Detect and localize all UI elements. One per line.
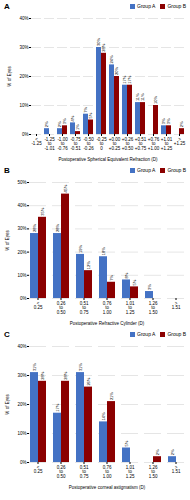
- svg-text:17%: 17%: [122, 75, 128, 84]
- svg-text:40%: 40%: [17, 203, 26, 208]
- svg-text:24%: 24%: [109, 55, 114, 63]
- svg-text:+0.00to+0.25: +0.00to+0.25: [109, 137, 121, 151]
- svg-text:+0.76to+1.00: +0.76to+1.00: [148, 137, 160, 151]
- svg-text:28%: 28%: [32, 224, 37, 232]
- svg-text:0.26to0.50: 0.26to0.50: [57, 301, 66, 315]
- svg-text:Postoperative Spherical Equiva: Postoperative Spherical Equivalent Refra…: [58, 157, 158, 162]
- html-text:Group B: Group B: [167, 3, 186, 9]
- svg-text:30%: 30%: [19, 45, 28, 50]
- svg-text:>1.51: >1.51: [172, 301, 181, 311]
- svg-text:5%: 5%: [132, 279, 137, 285]
- svg-text:45%: 45%: [63, 184, 68, 192]
- svg-text:30%: 30%: [17, 373, 26, 378]
- svg-text:17%: 17%: [127, 75, 132, 83]
- svg-text:20%: 20%: [17, 250, 26, 255]
- html-text:Group B: Group B: [167, 331, 186, 337]
- svg-text:28%: 28%: [101, 43, 106, 51]
- svg-text:<0.25: <0.25: [34, 301, 43, 311]
- svg-text:11%: 11%: [135, 93, 141, 102]
- svg-text:1%: 1%: [75, 124, 80, 130]
- svg-text:10%: 10%: [17, 273, 26, 278]
- svg-text:30%: 30%: [17, 226, 26, 231]
- svg-text:21%: 21%: [109, 392, 114, 400]
- svg-text:28%: 28%: [40, 371, 45, 379]
- svg-text:30%: 30%: [96, 38, 102, 46]
- svg-text:5%: 5%: [88, 112, 93, 118]
- svg-text:-0.25to0: -0.25to0: [96, 137, 107, 151]
- svg-text:10%: 10%: [153, 96, 158, 104]
- svg-text:>1.51: >1.51: [172, 465, 181, 475]
- svg-text:0%: 0%: [20, 296, 27, 301]
- svg-text:-1.00to-0.76: -1.00to-0.76: [57, 137, 68, 151]
- svg-text:+1.01to+1.25: +1.01to+1.25: [161, 137, 173, 151]
- svg-text:5%: 5%: [124, 440, 129, 446]
- svg-text:2%: 2%: [179, 121, 184, 127]
- svg-text:7%: 7%: [83, 106, 88, 112]
- html-text:Group B: Group B: [167, 167, 186, 173]
- svg-text:19%: 19%: [78, 244, 83, 252]
- svg-text:-0.75to-0.51: -0.75to-0.51: [70, 137, 81, 151]
- svg-text:12%: 12%: [86, 261, 91, 269]
- svg-text:0.76to1.00: 0.76to1.00: [103, 301, 112, 315]
- svg-text:2%: 2%: [170, 449, 175, 455]
- svg-text:3%: 3%: [62, 118, 67, 124]
- svg-text:20%: 20%: [19, 74, 28, 79]
- svg-text:3%: 3%: [166, 118, 171, 124]
- svg-text:1.26to1.50: 1.26to1.50: [149, 301, 158, 315]
- svg-text:-0.50to-0.26: -0.50to-0.26: [83, 137, 94, 151]
- svg-text:40%: 40%: [17, 344, 26, 349]
- svg-text:+0.26to+0.50: +0.26to+0.50: [122, 137, 134, 151]
- svg-text:0%: 0%: [22, 132, 29, 137]
- svg-text:40%: 40%: [19, 16, 28, 21]
- svg-text:11%: 11%: [140, 93, 145, 101]
- svg-text:10%: 10%: [19, 103, 28, 108]
- html-text:C: C: [4, 329, 10, 339]
- html-text:Group A: Group A: [137, 167, 156, 173]
- svg-text:14%: 14%: [101, 412, 106, 420]
- svg-text:2%: 2%: [44, 121, 49, 127]
- svg-text:28%: 28%: [63, 371, 68, 379]
- svg-text:10%: 10%: [17, 431, 26, 436]
- svg-text:26%: 26%: [86, 377, 91, 385]
- svg-text:3%: 3%: [161, 118, 167, 125]
- svg-text:20%: 20%: [17, 402, 26, 407]
- svg-text:2%: 2%: [57, 121, 63, 128]
- svg-text:Postoperative corneal astigmat: Postoperative corneal astigmatism (D): [69, 485, 146, 490]
- svg-text:-1.25to-1.01: -1.25to-1.01: [44, 137, 55, 151]
- svg-text:20%: 20%: [114, 67, 119, 75]
- svg-text:0.26to0.50: 0.26to0.50: [57, 465, 66, 479]
- svg-text:7%: 7%: [109, 275, 114, 281]
- svg-text:% of Eyes: % of Eyes: [7, 66, 12, 87]
- svg-text:3%: 3%: [147, 284, 152, 290]
- svg-text:50%: 50%: [17, 180, 26, 185]
- svg-text:<-1.25: <-1.25: [31, 137, 42, 147]
- svg-text:31%: 31%: [32, 363, 37, 371]
- svg-text:0.51to0.75: 0.51to0.75: [80, 301, 89, 315]
- svg-text:0%: 0%: [20, 460, 27, 465]
- svg-text:% of Eyes: % of Eyes: [5, 394, 10, 415]
- svg-text:0.76to1.00: 0.76to1.00: [103, 465, 112, 479]
- svg-text:1.26to1.50: 1.26to1.50: [149, 465, 158, 479]
- svg-text:28%: 28%: [55, 224, 60, 232]
- svg-text:% of Eyes: % of Eyes: [5, 230, 10, 251]
- svg-text:+0.51to+0.75: +0.51to+0.75: [135, 137, 147, 151]
- svg-text:1.01to1.25: 1.01to1.25: [126, 301, 135, 315]
- svg-text:0.51to0.75: 0.51to0.75: [80, 465, 89, 479]
- svg-text:18%: 18%: [101, 247, 106, 255]
- svg-text:8%: 8%: [124, 272, 129, 278]
- svg-text:>+1.25: >+1.25: [174, 137, 186, 147]
- svg-text:4%: 4%: [70, 115, 75, 121]
- html-text:Group A: Group A: [137, 3, 156, 9]
- html-text:B: B: [4, 165, 10, 175]
- svg-text:1.01to1.25: 1.01to1.25: [126, 465, 135, 479]
- svg-text:35%: 35%: [40, 207, 45, 215]
- svg-text:<0.25: <0.25: [34, 465, 43, 475]
- svg-text:17%: 17%: [55, 403, 60, 411]
- svg-text:31%: 31%: [78, 363, 83, 371]
- html-text:A: A: [4, 1, 10, 11]
- svg-text:2%: 2%: [155, 449, 160, 455]
- svg-text:Postoperative Refractive Cylin: Postoperative Refractive Cylinder (D): [70, 321, 145, 326]
- html-text:Group A: Group A: [137, 331, 156, 337]
